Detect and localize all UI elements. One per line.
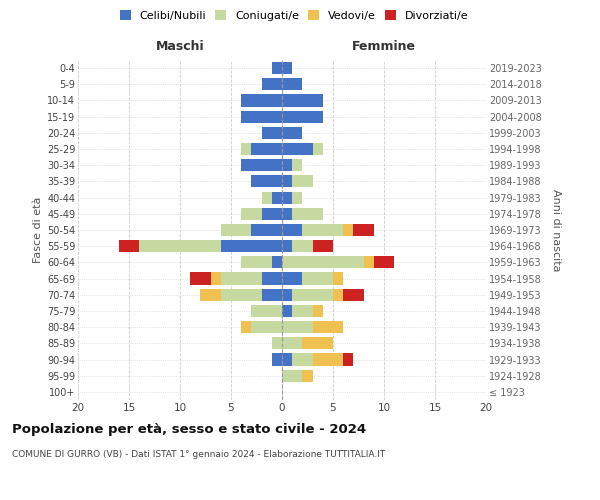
Bar: [282, 256, 364, 268]
Bar: [282, 127, 302, 139]
Bar: [313, 305, 323, 317]
Bar: [282, 143, 313, 155]
Bar: [262, 288, 282, 301]
Bar: [292, 159, 302, 172]
Bar: [313, 240, 333, 252]
Bar: [262, 127, 282, 139]
Bar: [241, 94, 282, 106]
Bar: [292, 192, 302, 203]
Bar: [241, 159, 282, 172]
Bar: [282, 370, 302, 382]
Bar: [262, 192, 272, 203]
Text: Maschi: Maschi: [155, 40, 205, 53]
Bar: [282, 288, 292, 301]
Bar: [282, 338, 302, 349]
Bar: [364, 256, 374, 268]
Bar: [272, 192, 282, 203]
Bar: [282, 94, 323, 106]
Bar: [221, 288, 262, 301]
Bar: [272, 256, 282, 268]
Bar: [119, 240, 139, 252]
Y-axis label: Fasce di età: Fasce di età: [32, 197, 43, 263]
Bar: [343, 288, 364, 301]
Y-axis label: Anni di nascita: Anni di nascita: [551, 188, 561, 271]
Bar: [262, 78, 282, 90]
Bar: [241, 143, 251, 155]
Bar: [282, 110, 323, 122]
Text: COMUNE DI GURRO (VB) - Dati ISTAT 1° gennaio 2024 - Elaborazione TUTTITALIA.IT: COMUNE DI GURRO (VB) - Dati ISTAT 1° gen…: [12, 450, 385, 459]
Bar: [190, 272, 211, 284]
Bar: [343, 354, 353, 366]
Bar: [272, 338, 282, 349]
Bar: [333, 288, 343, 301]
Bar: [272, 354, 282, 366]
Bar: [241, 110, 282, 122]
Bar: [262, 208, 282, 220]
Bar: [302, 224, 343, 236]
Bar: [282, 159, 292, 172]
Bar: [292, 176, 313, 188]
Bar: [302, 338, 333, 349]
Bar: [251, 305, 282, 317]
Bar: [313, 143, 323, 155]
Bar: [302, 370, 313, 382]
Bar: [251, 224, 282, 236]
Bar: [292, 240, 313, 252]
Bar: [282, 272, 302, 284]
Bar: [292, 208, 323, 220]
Bar: [282, 78, 302, 90]
Bar: [282, 176, 292, 188]
Legend: Celibi/Nubili, Coniugati/e, Vedovi/e, Divorziati/e: Celibi/Nubili, Coniugati/e, Vedovi/e, Di…: [118, 8, 470, 23]
Bar: [221, 224, 251, 236]
Bar: [292, 354, 313, 366]
Bar: [353, 224, 374, 236]
Bar: [374, 256, 394, 268]
Bar: [292, 305, 313, 317]
Bar: [241, 256, 272, 268]
Bar: [282, 305, 292, 317]
Bar: [139, 240, 221, 252]
Bar: [282, 321, 313, 333]
Bar: [343, 224, 353, 236]
Bar: [211, 272, 221, 284]
Bar: [282, 62, 292, 74]
Bar: [282, 192, 292, 203]
Bar: [282, 208, 292, 220]
Bar: [333, 272, 343, 284]
Bar: [241, 208, 262, 220]
Bar: [282, 240, 292, 252]
Bar: [282, 224, 302, 236]
Bar: [221, 240, 282, 252]
Bar: [302, 272, 333, 284]
Bar: [221, 272, 262, 284]
Bar: [251, 321, 282, 333]
Bar: [251, 143, 282, 155]
Bar: [262, 272, 282, 284]
Bar: [200, 288, 221, 301]
Text: Popolazione per età, sesso e stato civile - 2024: Popolazione per età, sesso e stato civil…: [12, 422, 366, 436]
Bar: [282, 354, 292, 366]
Bar: [313, 321, 343, 333]
Text: Femmine: Femmine: [352, 40, 416, 53]
Bar: [313, 354, 343, 366]
Bar: [292, 288, 333, 301]
Bar: [241, 321, 251, 333]
Bar: [272, 62, 282, 74]
Bar: [251, 176, 282, 188]
